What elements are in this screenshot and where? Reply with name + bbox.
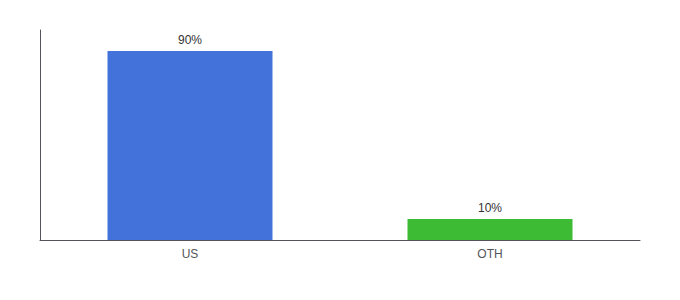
svg-text:OTH: OTH bbox=[477, 247, 502, 261]
svg-text:10%: 10% bbox=[478, 201, 502, 215]
svg-text:US: US bbox=[182, 247, 199, 261]
svg-text:90%: 90% bbox=[178, 33, 202, 47]
